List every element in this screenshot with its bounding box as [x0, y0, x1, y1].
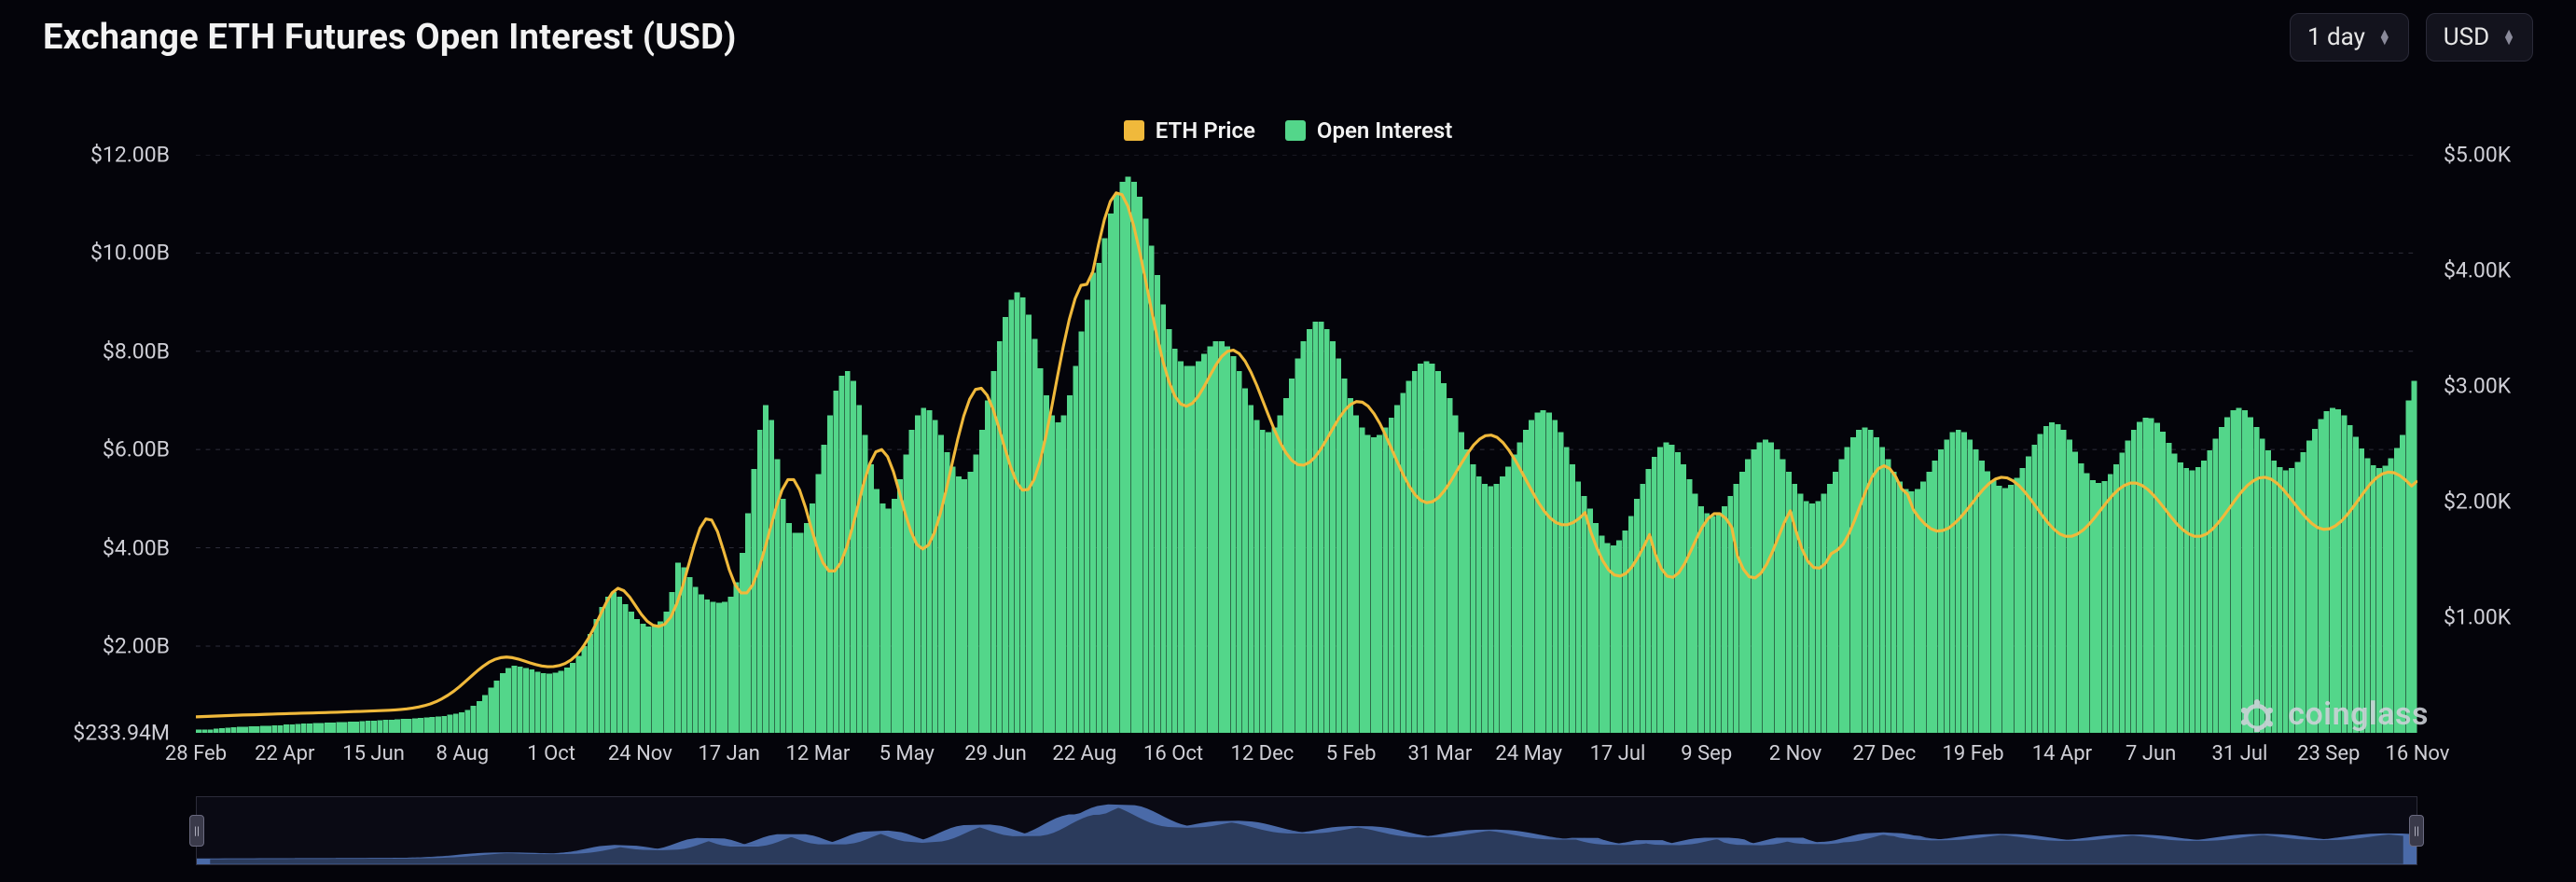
y-left-tick: $4.00B — [103, 535, 170, 560]
timeframe-select[interactable]: 1 day ▲▼ — [2290, 13, 2409, 62]
x-tick: 29 Jun — [964, 742, 1027, 765]
legend-label-oi: Open Interest — [1317, 117, 1452, 144]
legend-item-price[interactable]: ETH Price — [1124, 117, 1255, 144]
x-tick: 16 Nov — [2386, 742, 2450, 765]
legend: ETH Price Open Interest — [0, 117, 2576, 144]
x-tick: 7 Jun — [2126, 742, 2176, 765]
page-title: Exchange ETH Futures Open Interest (USD) — [43, 17, 737, 58]
x-tick: 28 Feb — [165, 742, 227, 765]
y-right-tick: $4.00K — [2444, 258, 2511, 283]
x-tick: 2 Nov — [1769, 742, 1822, 765]
y-axis-left: $12.00B$10.00B$8.00B$6.00B$4.00B$2.00B$2… — [43, 155, 183, 733]
x-tick: 31 Mar — [1407, 742, 1472, 765]
brush-handle-right[interactable]: || — [2409, 815, 2424, 847]
currency-select[interactable]: USD ▲▼ — [2426, 13, 2533, 62]
brush-handle-left[interactable]: || — [189, 815, 204, 847]
chart-plot[interactable] — [196, 155, 2417, 733]
y-left-tick: $8.00B — [103, 338, 170, 364]
x-tick: 15 Jun — [342, 742, 405, 765]
y-left-tick: $10.00B — [90, 241, 170, 266]
range-brush[interactable]: || || — [43, 796, 2533, 865]
currency-value: USD — [2444, 23, 2489, 51]
x-tick: 12 Mar — [786, 742, 851, 765]
x-tick: 24 Nov — [608, 742, 672, 765]
coinglass-logo-icon — [2239, 696, 2275, 732]
x-tick: 14 Apr — [2032, 742, 2092, 765]
legend-item-oi[interactable]: Open Interest — [1285, 117, 1452, 144]
x-axis: 28 Feb 22 Apr 15 Jun 8 Aug 1 Oct 24 Nov 17 Jan… — [43, 742, 2533, 778]
y-right-tick: $3.00K — [2444, 374, 2511, 399]
x-tick: 5 May — [879, 742, 935, 765]
x-tick: 12 Dec — [1230, 742, 1294, 765]
legend-swatch-price — [1124, 120, 1144, 141]
y-right-tick: $1.00K — [2444, 605, 2511, 630]
x-tick: 8 Aug — [436, 742, 490, 765]
y-right-tick: $2.00K — [2444, 489, 2511, 515]
timeframe-value: 1 day — [2307, 23, 2365, 51]
x-tick: 22 Apr — [255, 742, 314, 765]
y-right-tick: $5.00K — [2444, 143, 2511, 168]
chevron-updown-icon: ▲▼ — [2502, 30, 2515, 46]
y-left-tick: $2.00B — [103, 633, 170, 658]
x-tick: 23 Sep — [2297, 742, 2360, 765]
x-tick: 24 May — [1495, 742, 1562, 765]
y-left-tick: $6.00B — [103, 437, 170, 462]
x-tick: 27 Dec — [1852, 742, 1916, 765]
x-tick: 5 Feb — [1326, 742, 1377, 765]
x-tick: 17 Jan — [698, 742, 759, 765]
chevron-updown-icon: ▲▼ — [2378, 30, 2391, 46]
y-left-tick: $12.00B — [90, 143, 170, 168]
legend-swatch-oi — [1285, 120, 1306, 141]
watermark: coinglass — [2239, 696, 2429, 733]
x-tick: 1 Oct — [527, 742, 575, 765]
x-tick: 31 Jul — [2212, 742, 2268, 765]
x-tick: 16 Oct — [1143, 742, 1203, 765]
x-tick: 19 Feb — [1943, 742, 2004, 765]
y-axis-right: $5.00K$4.00K$3.00K$2.00K$1.00K — [2431, 155, 2533, 733]
x-tick: 17 Jul — [1590, 742, 1646, 765]
x-tick: 9 Sep — [1681, 742, 1732, 765]
watermark-text: coinglass — [2288, 696, 2429, 733]
x-tick: 22 Aug — [1052, 742, 1116, 765]
legend-label-price: ETH Price — [1156, 117, 1255, 144]
